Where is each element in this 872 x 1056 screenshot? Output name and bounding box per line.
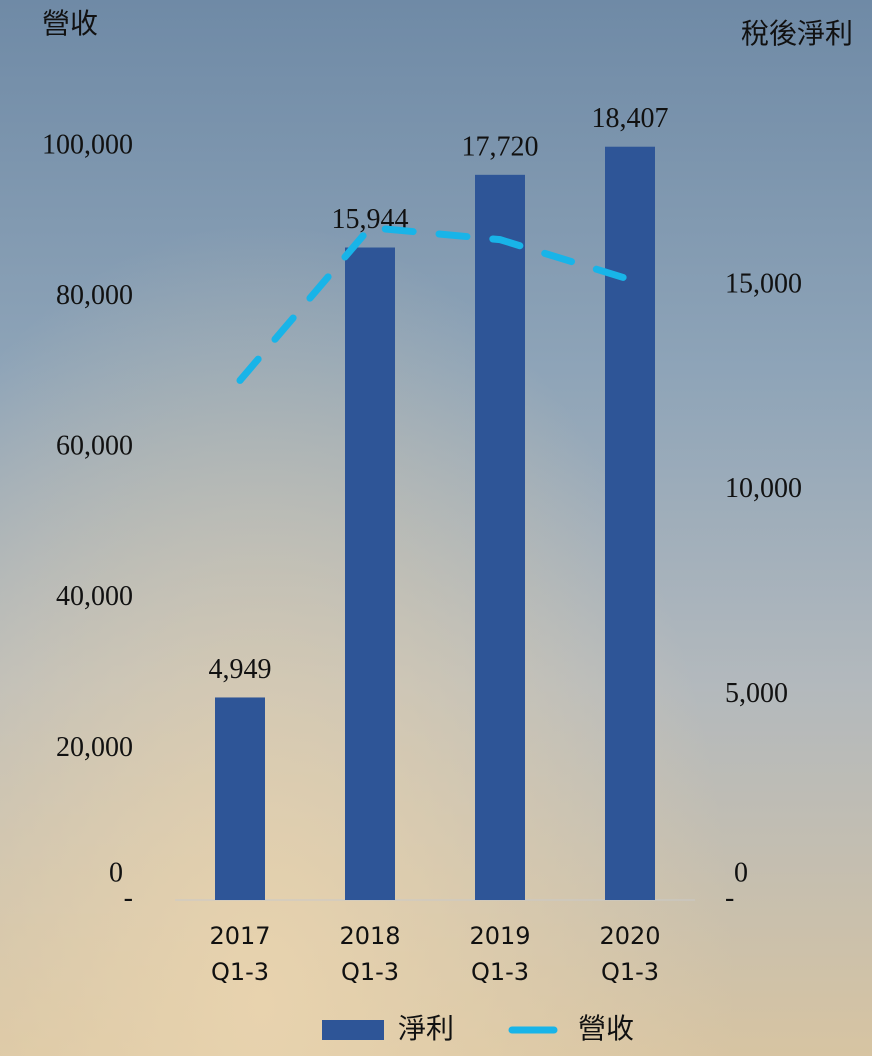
data-label: 17,720 xyxy=(462,131,539,162)
annotation: 0 xyxy=(734,857,748,888)
y2-tick-label: 10,000 xyxy=(725,473,802,504)
data-label: 4,949 xyxy=(209,654,272,685)
x-tick-label: 2019 Q1-3 xyxy=(469,922,531,986)
y-tick-label: 20,000 xyxy=(56,732,133,763)
y2-tick-label: - xyxy=(725,882,734,913)
line xyxy=(236,223,634,384)
x-tick-label: 2018 Q1-3 xyxy=(339,922,401,986)
legend-label: 淨利 xyxy=(398,1012,454,1045)
y2-tick-label: 15,000 xyxy=(725,269,802,300)
y2-axis-title: 稅後淨利 xyxy=(741,17,853,50)
y-tick-label: 60,000 xyxy=(56,431,133,462)
y2-tick-label: 5,000 xyxy=(725,678,788,709)
legend-label: 營收 xyxy=(578,1012,634,1045)
annotation: 0 xyxy=(109,857,123,888)
y-tick-label: 80,000 xyxy=(56,280,133,311)
x-tick-label: 2020 Q1-3 xyxy=(599,922,661,986)
y-tick-label: 40,000 xyxy=(56,581,133,612)
y-tick-label: 100,000 xyxy=(42,129,133,160)
bar xyxy=(215,697,265,900)
x-tick-label: 2017 Q1-3 xyxy=(209,922,271,986)
y-tick-label: - xyxy=(124,882,133,913)
bar xyxy=(345,247,395,900)
bar xyxy=(475,174,525,901)
y-axis-title: 營收 xyxy=(42,7,98,40)
bar xyxy=(605,146,655,901)
data-label: 18,407 xyxy=(592,103,669,134)
legend-swatch xyxy=(322,1020,384,1040)
